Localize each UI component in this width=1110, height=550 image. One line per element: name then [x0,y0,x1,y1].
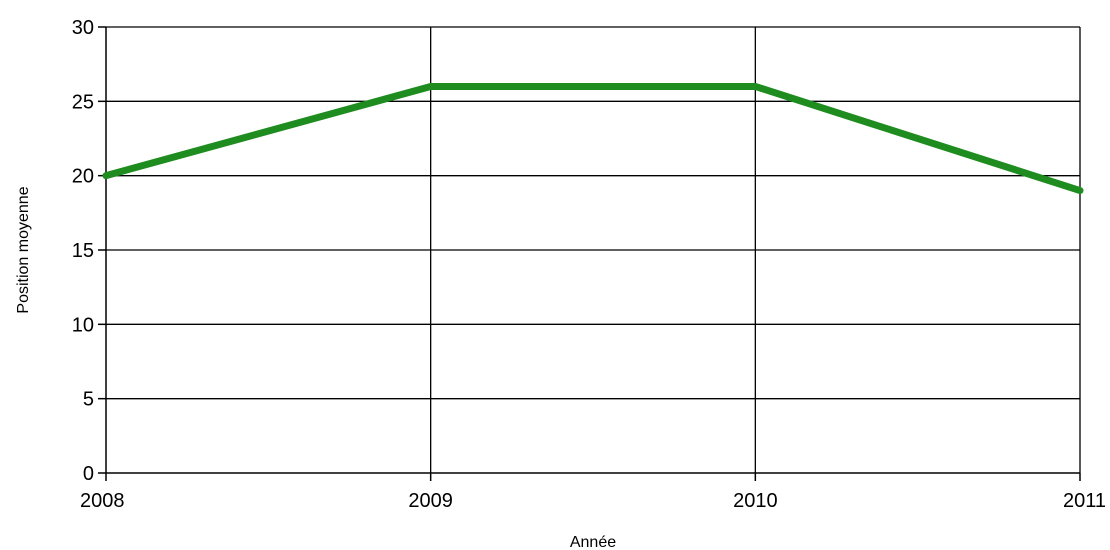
y-tick-label: 15 [72,240,94,262]
y-tick-label: 20 [72,166,94,188]
y-axis-title: Position moyenne [15,186,32,313]
axes [98,26,1081,481]
x-tick-label: 2008 [80,490,125,512]
x-tick-label: 2010 [733,490,778,512]
grid [106,26,1081,473]
x-tick-label: 2011 [1063,490,1106,512]
y-tick-label: 5 [83,389,94,411]
x-tick-label: 2009 [408,490,453,512]
y-tick-label: 0 [83,463,94,485]
y-tick-label: 10 [72,314,94,336]
series-line [102,82,1084,195]
series-layer [102,82,1084,195]
y-tick-label: 30 [72,17,94,39]
x-axis-title: Année [570,534,616,550]
tick-labels: 0 5 10 15 20 25 30 2008 2009 2010 2011 [72,17,1106,512]
y-tick-label: 25 [72,91,94,113]
